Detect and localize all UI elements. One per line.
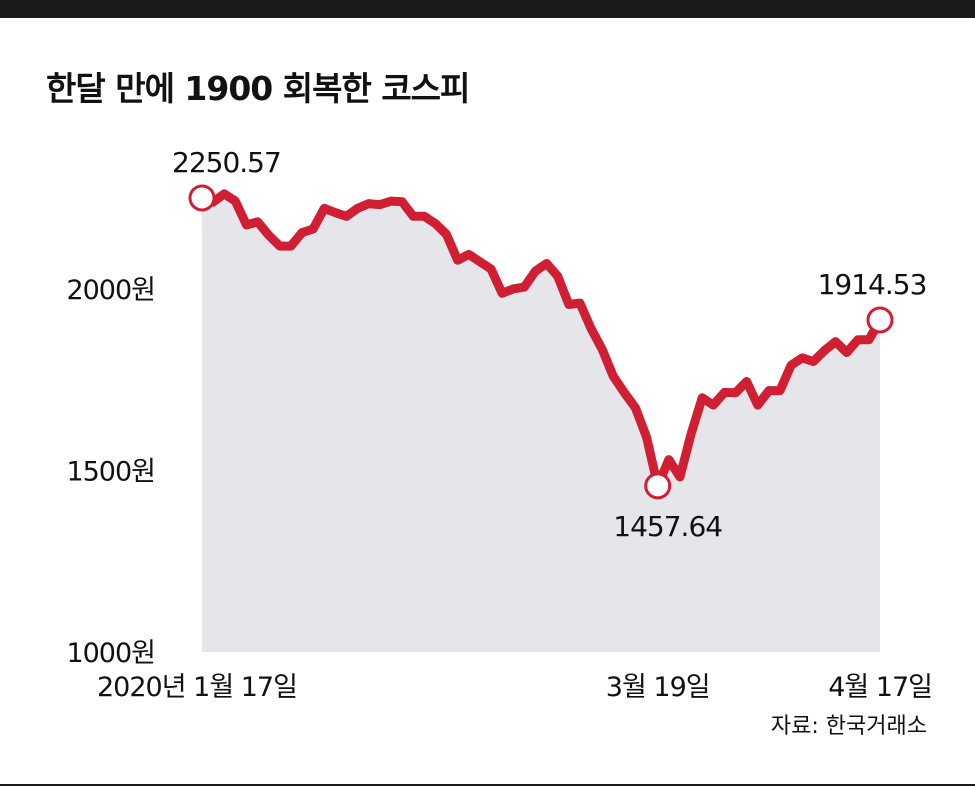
source-note: 자료: 한국거래소 [770, 714, 927, 739]
annotation-marker [866, 306, 894, 334]
y-tick-label: 1000원 [66, 638, 155, 669]
bottom-rule [0, 784, 975, 786]
x-tick-label: 2020년 1월 17일 [97, 672, 297, 703]
chart-title: 한달 만에 1900 회복한 코스피 [46, 69, 470, 108]
annotation-marker [644, 472, 672, 500]
x-tick-label: 3월 19일 [606, 672, 710, 703]
chart-area-fill [202, 193, 880, 653]
annotation-markers [188, 184, 894, 500]
annotation-label: 2250.57 [172, 146, 281, 179]
x-tick-label: 4월 17일 [828, 672, 932, 703]
annotation-label: 1457.64 [613, 510, 722, 543]
annotation-labels: 2250.57 1457.64 1914.53 [172, 146, 927, 543]
y-tick-label: 2000원 [66, 275, 155, 306]
y-tick-label: 1500원 [66, 456, 155, 487]
top-bar [0, 0, 975, 18]
annotation-label: 1914.53 [818, 268, 927, 301]
y-axis-ticks: 2000원 1500원 1000원 [66, 275, 156, 669]
kospi-series-line [197, 189, 885, 491]
x-axis-ticks: 2020년 1월 17일 3월 19일 4월 17일 [97, 672, 933, 703]
annotation-marker [188, 184, 216, 212]
